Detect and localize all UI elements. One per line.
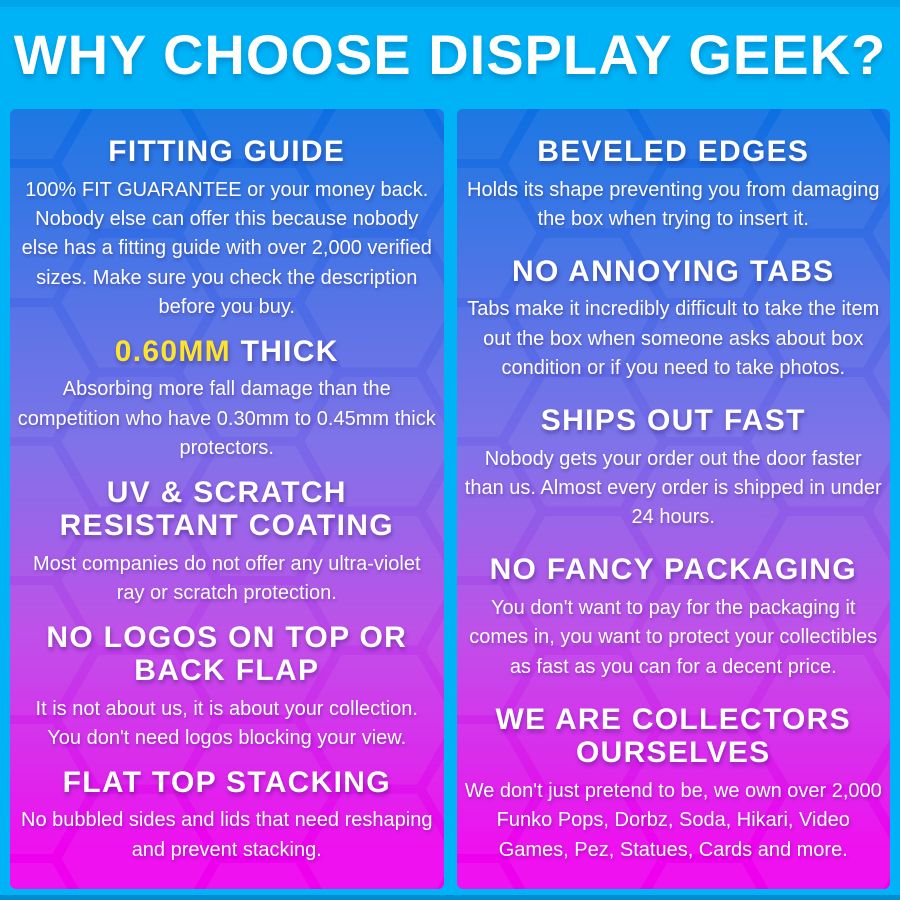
feature-section: BEVELED EDGES Holds its shape preventing … [464, 135, 884, 234]
heading-text: THICK [230, 334, 339, 368]
feature-section: FITTING GUIDE 100% FIT GUARANTEE or your … [17, 135, 437, 323]
section-heading: FITTING GUIDE [108, 135, 346, 168]
section-heading: 0.60MM THICK [17, 335, 437, 369]
section-heading: UV & SCRATCH RESISTANT COATING [59, 475, 394, 543]
section-body: No bubbled sides and lids that need resh… [21, 809, 433, 861]
content: FITTING GUIDE 100% FIT GUARANTEE or your … [0, 109, 900, 889]
section-body: We don't just pretend to be, we own over… [464, 779, 882, 861]
section-heading: NO FANCY PACKAGING [489, 553, 857, 587]
right-panel-sections: BEVELED EDGES Holds its shape preventing … [457, 109, 891, 889]
accent-text: 0.60MM [114, 334, 231, 368]
feature-section: NO LOGOS ON TOP OR BACK FLAP It is not ab… [17, 621, 437, 754]
section-body: Absorbing more fall damage than the comp… [17, 378, 436, 460]
feature-section: FLAT TOP STACKING No bubbled sides and li… [17, 766, 437, 865]
section-body: Nobody gets your order out the door fast… [464, 447, 882, 529]
section-body: It is not about us, it is about your col… [35, 697, 418, 750]
page-title: WHY CHOOSE DISPLAY GEEK? [13, 23, 887, 86]
feature-section: NO FANCY PACKAGING You don't want to pay … [464, 553, 884, 682]
section-body: Most companies do not offer any ultra-vi… [32, 552, 421, 605]
feature-section: UV & SCRATCH RESISTANT COATING Most compa… [17, 476, 437, 609]
section-body: Holds its shape preventing you from dama… [467, 178, 880, 230]
bottom-edge-shade [0, 895, 900, 900]
feature-section: SHIPS OUT FAST Nobody gets your order out… [464, 404, 884, 533]
feature-section: 0.60MM THICK Absorbing more fall damage t… [17, 335, 437, 464]
section-heading: NO ANNOYING TABS [512, 254, 835, 288]
section-heading: BEVELED EDGES [537, 135, 810, 168]
header: WHY CHOOSE DISPLAY GEEK? [0, 0, 900, 109]
section-heading: SHIPS OUT FAST [540, 404, 806, 438]
section-body: 100% FIT GUARANTEE or your money back. N… [21, 178, 432, 319]
section-body: Tabs make it incredibly difficult to tak… [467, 298, 880, 380]
left-panel-sections: FITTING GUIDE 100% FIT GUARANTEE or your … [10, 109, 444, 889]
section-heading: NO LOGOS ON TOP OR BACK FLAP [46, 620, 408, 688]
right-panel: BEVELED EDGES Holds its shape preventing … [456, 109, 891, 889]
feature-section: NO ANNOYING TABS Tabs make it incredibly … [464, 255, 884, 384]
feature-section: WE ARE COLLECTORS OURSELVES We don't just… [464, 703, 884, 865]
section-heading: WE ARE COLLECTORS OURSELVES [495, 702, 851, 770]
left-panel: FITTING GUIDE 100% FIT GUARANTEE or your … [10, 109, 444, 889]
top-edge-shade [0, 0, 900, 7]
section-heading: FLAT TOP STACKING [62, 765, 391, 799]
section-body: You don't want to pay for the packaging … [469, 596, 878, 678]
